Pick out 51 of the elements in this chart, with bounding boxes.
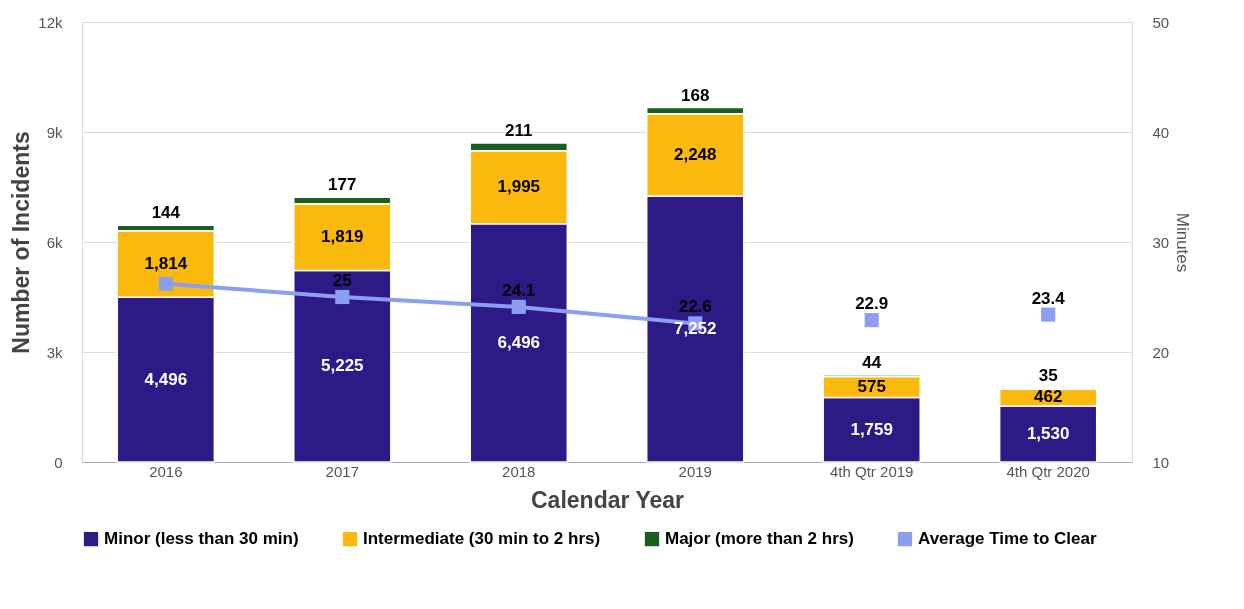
legend-label: Average Time to Clear: [918, 529, 1097, 549]
point: [1041, 307, 1056, 322]
y2-axis-title: Minutes: [1173, 212, 1193, 273]
data-label: 144: [151, 203, 181, 223]
data-label: 1,995: [497, 177, 541, 197]
data-label: 24.1: [502, 280, 536, 300]
data-label: 575: [857, 376, 886, 396]
x-tick-label: 2017: [325, 462, 359, 480]
y-tick-label: 6k: [46, 233, 63, 251]
data-label: 35: [1038, 365, 1058, 385]
y-tick-label: 3k: [46, 343, 63, 361]
data-label: 177: [328, 175, 357, 195]
y2-tick-label: 10: [1152, 453, 1170, 471]
data-label: 22.9: [855, 294, 889, 314]
data-label: 5,225: [321, 356, 364, 376]
y-tick-label: 12k: [38, 13, 63, 31]
x-axis-title: Calendar Year: [530, 486, 685, 513]
data-label: 4,496: [144, 369, 188, 389]
y2-tick-label: 30: [1152, 233, 1170, 251]
data-label: 211: [505, 120, 533, 140]
point: [864, 313, 879, 328]
data-label: 23.4: [1031, 288, 1066, 308]
data-label: 1,759: [850, 419, 893, 439]
data-label: 462: [1033, 387, 1063, 407]
x-tick-label: 2019: [678, 462, 712, 480]
y-tick-label: 9k: [46, 123, 63, 141]
legend-label: Intermediate (30 min to 2 hrs): [363, 529, 601, 549]
x-tick-label: 4th Qtr 2019: [830, 462, 914, 480]
y-tick-label: 0: [54, 453, 63, 471]
y2-tick-label: 50: [1152, 13, 1170, 31]
legend-label: Minor (less than 30 min): [104, 529, 299, 549]
x-tick-label: 2018: [502, 462, 536, 480]
data-label: 2,248: [673, 144, 717, 164]
point: [335, 289, 350, 305]
y2-tick-label: 20: [1152, 343, 1170, 361]
data-label: 1,819: [321, 227, 364, 247]
data-label: 168: [681, 85, 710, 105]
x-tick-label: 2016: [149, 462, 183, 480]
data-label: 22.6: [678, 297, 712, 317]
legend-label: Major (more than 2 hrs): [665, 529, 854, 549]
data-label: 6,496: [497, 332, 541, 352]
point: [511, 299, 526, 314]
data-label: 1,530: [1026, 423, 1070, 443]
x-tick-label: 4th Qtr 2020: [1006, 462, 1090, 480]
data-label: 25: [332, 271, 352, 290]
data-label: 44: [862, 352, 882, 372]
y-axis-title: Number of Incidents: [8, 131, 35, 354]
y2-tick-label: 40: [1152, 123, 1170, 141]
point: [158, 276, 173, 291]
data-label: 1,814: [144, 253, 188, 273]
data-label: 7,252: [673, 319, 717, 339]
